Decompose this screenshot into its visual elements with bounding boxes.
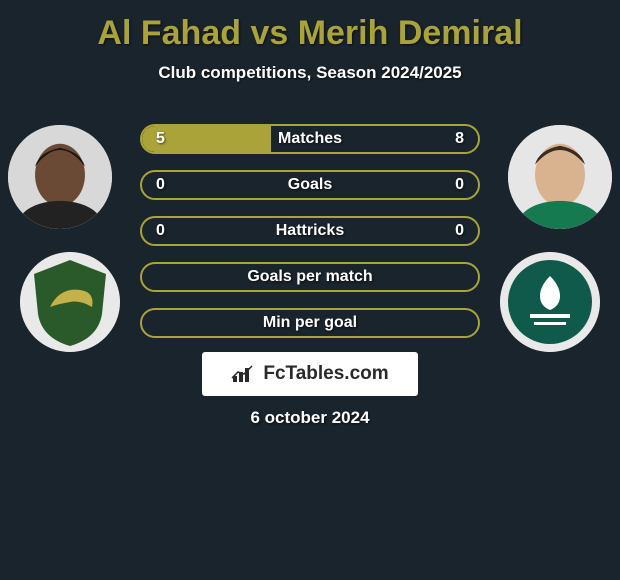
club-right-icon: [500, 252, 600, 352]
stat-value-left: 0: [156, 176, 165, 194]
stat-value-right: 0: [455, 176, 464, 194]
player-right-face-icon: [508, 125, 612, 229]
stat-value-left: 0: [156, 222, 165, 240]
stat-row-goals-per-match: Goals per match: [140, 262, 480, 292]
stat-label: Min per goal: [263, 314, 357, 332]
stat-label: Hattricks: [276, 222, 344, 240]
club-right-badge: [500, 252, 600, 352]
comparison-subtitle: Club competitions, Season 2024/2025: [0, 63, 620, 83]
stat-row-min-per-goal: Min per goal: [140, 308, 480, 338]
player-right-avatar: [508, 125, 612, 229]
comparison-date: 6 october 2024: [0, 408, 620, 428]
stat-row-goals: 0 Goals 0: [140, 170, 480, 200]
player-left-face-icon: [8, 125, 112, 229]
stat-label: Matches: [278, 130, 342, 148]
stat-row-hattricks: 0 Hattricks 0: [140, 216, 480, 246]
comparison-title: Al Fahad vs Merih Demiral: [0, 0, 620, 53]
brand-box: FcTables.com: [202, 352, 418, 396]
club-left-icon: [20, 252, 120, 352]
stat-rows-container: 5 Matches 8 0 Goals 0 0 Hattricks 0 Goal…: [140, 124, 480, 354]
stat-label: Goals per match: [247, 268, 372, 286]
stat-value-left: 5: [156, 130, 165, 148]
stat-row-matches: 5 Matches 8: [140, 124, 480, 154]
player-left-avatar: [8, 125, 112, 229]
club-left-badge: [20, 252, 120, 352]
stat-label: Goals: [288, 176, 332, 194]
bar-chart-icon: [231, 364, 257, 384]
stat-value-right: 8: [455, 130, 464, 148]
brand-text: FcTables.com: [263, 363, 388, 385]
stat-value-right: 0: [455, 222, 464, 240]
